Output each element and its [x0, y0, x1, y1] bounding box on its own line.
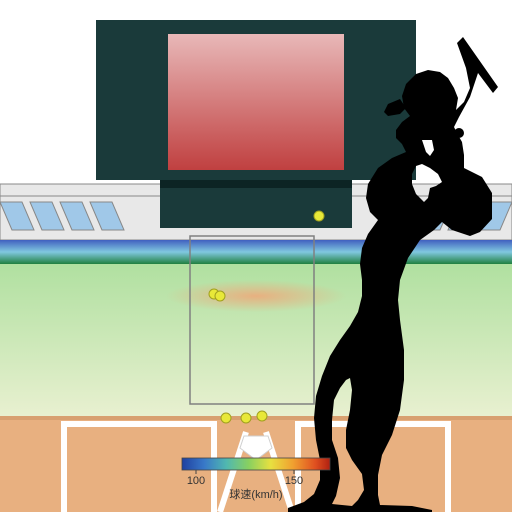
- bat-knob: [454, 128, 464, 138]
- pitch-marker-3: [221, 413, 231, 423]
- water-band: [0, 240, 512, 264]
- pitch-location-chart: 100 150球速(km/h): [0, 0, 512, 512]
- pitch-marker-5: [257, 411, 267, 421]
- scoreboard-screen: [168, 34, 344, 170]
- pitchers-mound: [166, 280, 346, 312]
- pitch-marker-0: [314, 211, 324, 221]
- speed-colorbar: [182, 458, 330, 470]
- pitch-marker-2: [215, 291, 225, 301]
- colorbar-tick-label-1: 150: [285, 475, 303, 487]
- scoreboard-base-shadow: [160, 180, 352, 188]
- dirt-edge: [0, 416, 512, 420]
- colorbar-axis-label: 球速(km/h): [229, 487, 282, 501]
- colorbar-tick-label-0: 100: [187, 475, 205, 487]
- pitch-marker-4: [241, 413, 251, 423]
